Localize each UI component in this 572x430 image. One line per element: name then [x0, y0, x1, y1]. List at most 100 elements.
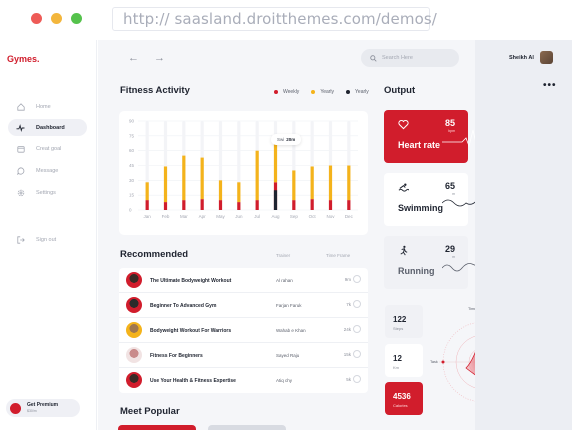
back-arrow-icon[interactable]: ← — [128, 52, 139, 64]
select-radio[interactable] — [353, 275, 361, 283]
y-tick-label: 0 — [129, 208, 132, 213]
fitness-activity-title: Fitness Activity — [120, 85, 190, 96]
select-radio[interactable] — [353, 375, 361, 383]
bar-weekly[interactable] — [237, 202, 241, 210]
y-tick-label: 90 — [129, 119, 135, 124]
sidebar-item-label: Message — [36, 167, 59, 174]
bar-yearly[interactable] — [347, 165, 351, 201]
sidebar-item-sign-out[interactable]: Sign out — [8, 231, 87, 248]
legend-item[interactable]: Yearly — [311, 89, 334, 95]
swimmer-icon — [398, 183, 409, 192]
bar-weekly[interactable] — [292, 200, 296, 210]
bar-weekly[interactable] — [163, 202, 168, 210]
bar-highlight[interactable] — [273, 190, 278, 210]
sidebar-item-dashboard[interactable]: Dashboard — [8, 119, 87, 136]
x-tick-label: Jul — [254, 214, 260, 219]
calories-value: 4536 — [393, 392, 411, 401]
more-options-icon[interactable]: ••• — [543, 80, 557, 91]
table-row[interactable]: Bodyweight Workout For Warriors Wahab e … — [119, 318, 368, 343]
x-tick-label: Dec — [345, 214, 354, 219]
bar-yearly[interactable] — [255, 150, 259, 201]
y-tick-label: 60 — [129, 148, 135, 153]
heart-rate-card[interactable]: 85 bpm Heart rate — [384, 110, 512, 163]
x-tick-label: Aug — [271, 214, 280, 219]
sidebar-item-creat-goal[interactable]: Creat goal — [8, 140, 87, 157]
user-name[interactable]: Sheikh Al — [509, 55, 534, 61]
app-logo[interactable]: Gymes. — [7, 54, 40, 64]
table-row[interactable]: Beginner To Advanced Gym Farjan Faruk 7k — [119, 293, 368, 318]
distance-stat[interactable]: 12 Km — [385, 344, 423, 377]
minimize-window-button[interactable] — [51, 13, 62, 24]
bar-yearly[interactable] — [200, 157, 204, 200]
legend-label: Yearly — [355, 89, 369, 95]
radar-label: Task — [430, 360, 438, 364]
running-unit: m — [452, 255, 455, 259]
trainer-column-header: Trainer — [276, 253, 291, 258]
sidebar-item-label: Dashboard — [36, 124, 65, 131]
bar-weekly[interactable] — [347, 200, 351, 210]
search-icon — [370, 54, 377, 62]
select-radio[interactable] — [353, 300, 361, 308]
running-label: Running — [398, 266, 435, 276]
fitness-chart-card: 0 15 30 45 60 75 90 Jan Feb Mar Apr May Jun Jul Aug Sep… — [119, 111, 368, 235]
sidebar-item-message[interactable]: Message — [8, 162, 87, 179]
bar-weekly[interactable] — [200, 199, 204, 210]
swimming-value: 65 — [444, 181, 455, 191]
workout-title: Use Your Health & Fitness Expertise — [150, 378, 236, 384]
chat-icon — [16, 166, 25, 175]
legend-item[interactable]: Yearly — [346, 89, 369, 95]
swimming-unit: m — [452, 192, 455, 196]
get-premium-button[interactable]: Get Premium $30/m — [6, 399, 80, 417]
table-row[interactable]: The Ultimate Bodyweight Workout Al rahan… — [119, 268, 368, 293]
bar-weekly[interactable] — [310, 199, 314, 210]
x-tick-label: Oct — [309, 214, 317, 219]
bar-yearly[interactable] — [218, 180, 223, 201]
bar-weekly[interactable] — [255, 200, 259, 210]
popular-card[interactable] — [208, 425, 286, 430]
bar-weekly[interactable] — [218, 200, 223, 210]
time-frame: 5k — [346, 377, 351, 382]
avatar[interactable] — [540, 51, 553, 64]
time-frame-column-header: Time Frame — [326, 253, 351, 258]
bar-yearly[interactable] — [292, 170, 296, 201]
time-frame: 24k — [343, 327, 351, 332]
running-card[interactable]: 29 m Running — [384, 236, 512, 289]
select-radio[interactable] — [353, 325, 361, 333]
distance-label: Km — [393, 365, 399, 370]
bar-weekly[interactable] — [145, 200, 149, 210]
sidebar-item-label: Sign out — [36, 236, 57, 243]
sidebar-item-settings[interactable]: Settings — [8, 184, 87, 201]
popular-card[interactable] — [118, 425, 196, 430]
legend-dot — [274, 90, 278, 94]
bar-yearly[interactable] — [273, 142, 278, 183]
select-radio[interactable] — [353, 350, 361, 358]
tooltip-value: 20m — [286, 137, 296, 142]
bar-weekly[interactable] — [182, 200, 186, 210]
bar-yearly[interactable] — [237, 182, 241, 203]
gear-icon — [16, 188, 25, 197]
steps-value: 122 — [393, 315, 407, 324]
workout-title: The Ultimate Bodyweight Workout — [150, 278, 232, 284]
bar-yearly[interactable] — [163, 166, 168, 203]
sidebar-item-home[interactable]: Home — [8, 98, 87, 115]
maximize-window-button[interactable] — [71, 13, 82, 24]
legend-dot — [346, 90, 351, 94]
forward-arrow-icon[interactable]: → — [154, 52, 165, 64]
table-row[interactable]: Use Your Health & Fitness Expertise Atiq… — [119, 368, 368, 393]
search-input[interactable]: Search Here — [361, 49, 459, 67]
steps-stat[interactable]: 122 Steps — [385, 305, 423, 338]
sidebar-item-label: Creat goal — [36, 145, 62, 152]
bar-weekly[interactable] — [328, 200, 333, 210]
heart-icon — [398, 120, 409, 130]
close-window-button[interactable] — [31, 13, 42, 24]
x-tick-label: Mar — [180, 214, 188, 219]
address-bar[interactable]: http:// saasland.droitthemes.com/demos/ — [112, 7, 437, 31]
legend-item[interactable]: Weekly — [274, 89, 299, 95]
bar-yearly[interactable] — [182, 155, 186, 201]
bar-yearly[interactable] — [310, 166, 314, 200]
calories-stat[interactable]: 4536 Calories — [385, 382, 423, 415]
bar-yearly[interactable] — [328, 165, 333, 201]
bar-yearly[interactable] — [145, 182, 149, 201]
table-row[interactable]: Fitness For Beginners Sayed Raju 15k — [119, 343, 368, 368]
swimming-card[interactable]: 65 m Swimming — [384, 173, 512, 226]
